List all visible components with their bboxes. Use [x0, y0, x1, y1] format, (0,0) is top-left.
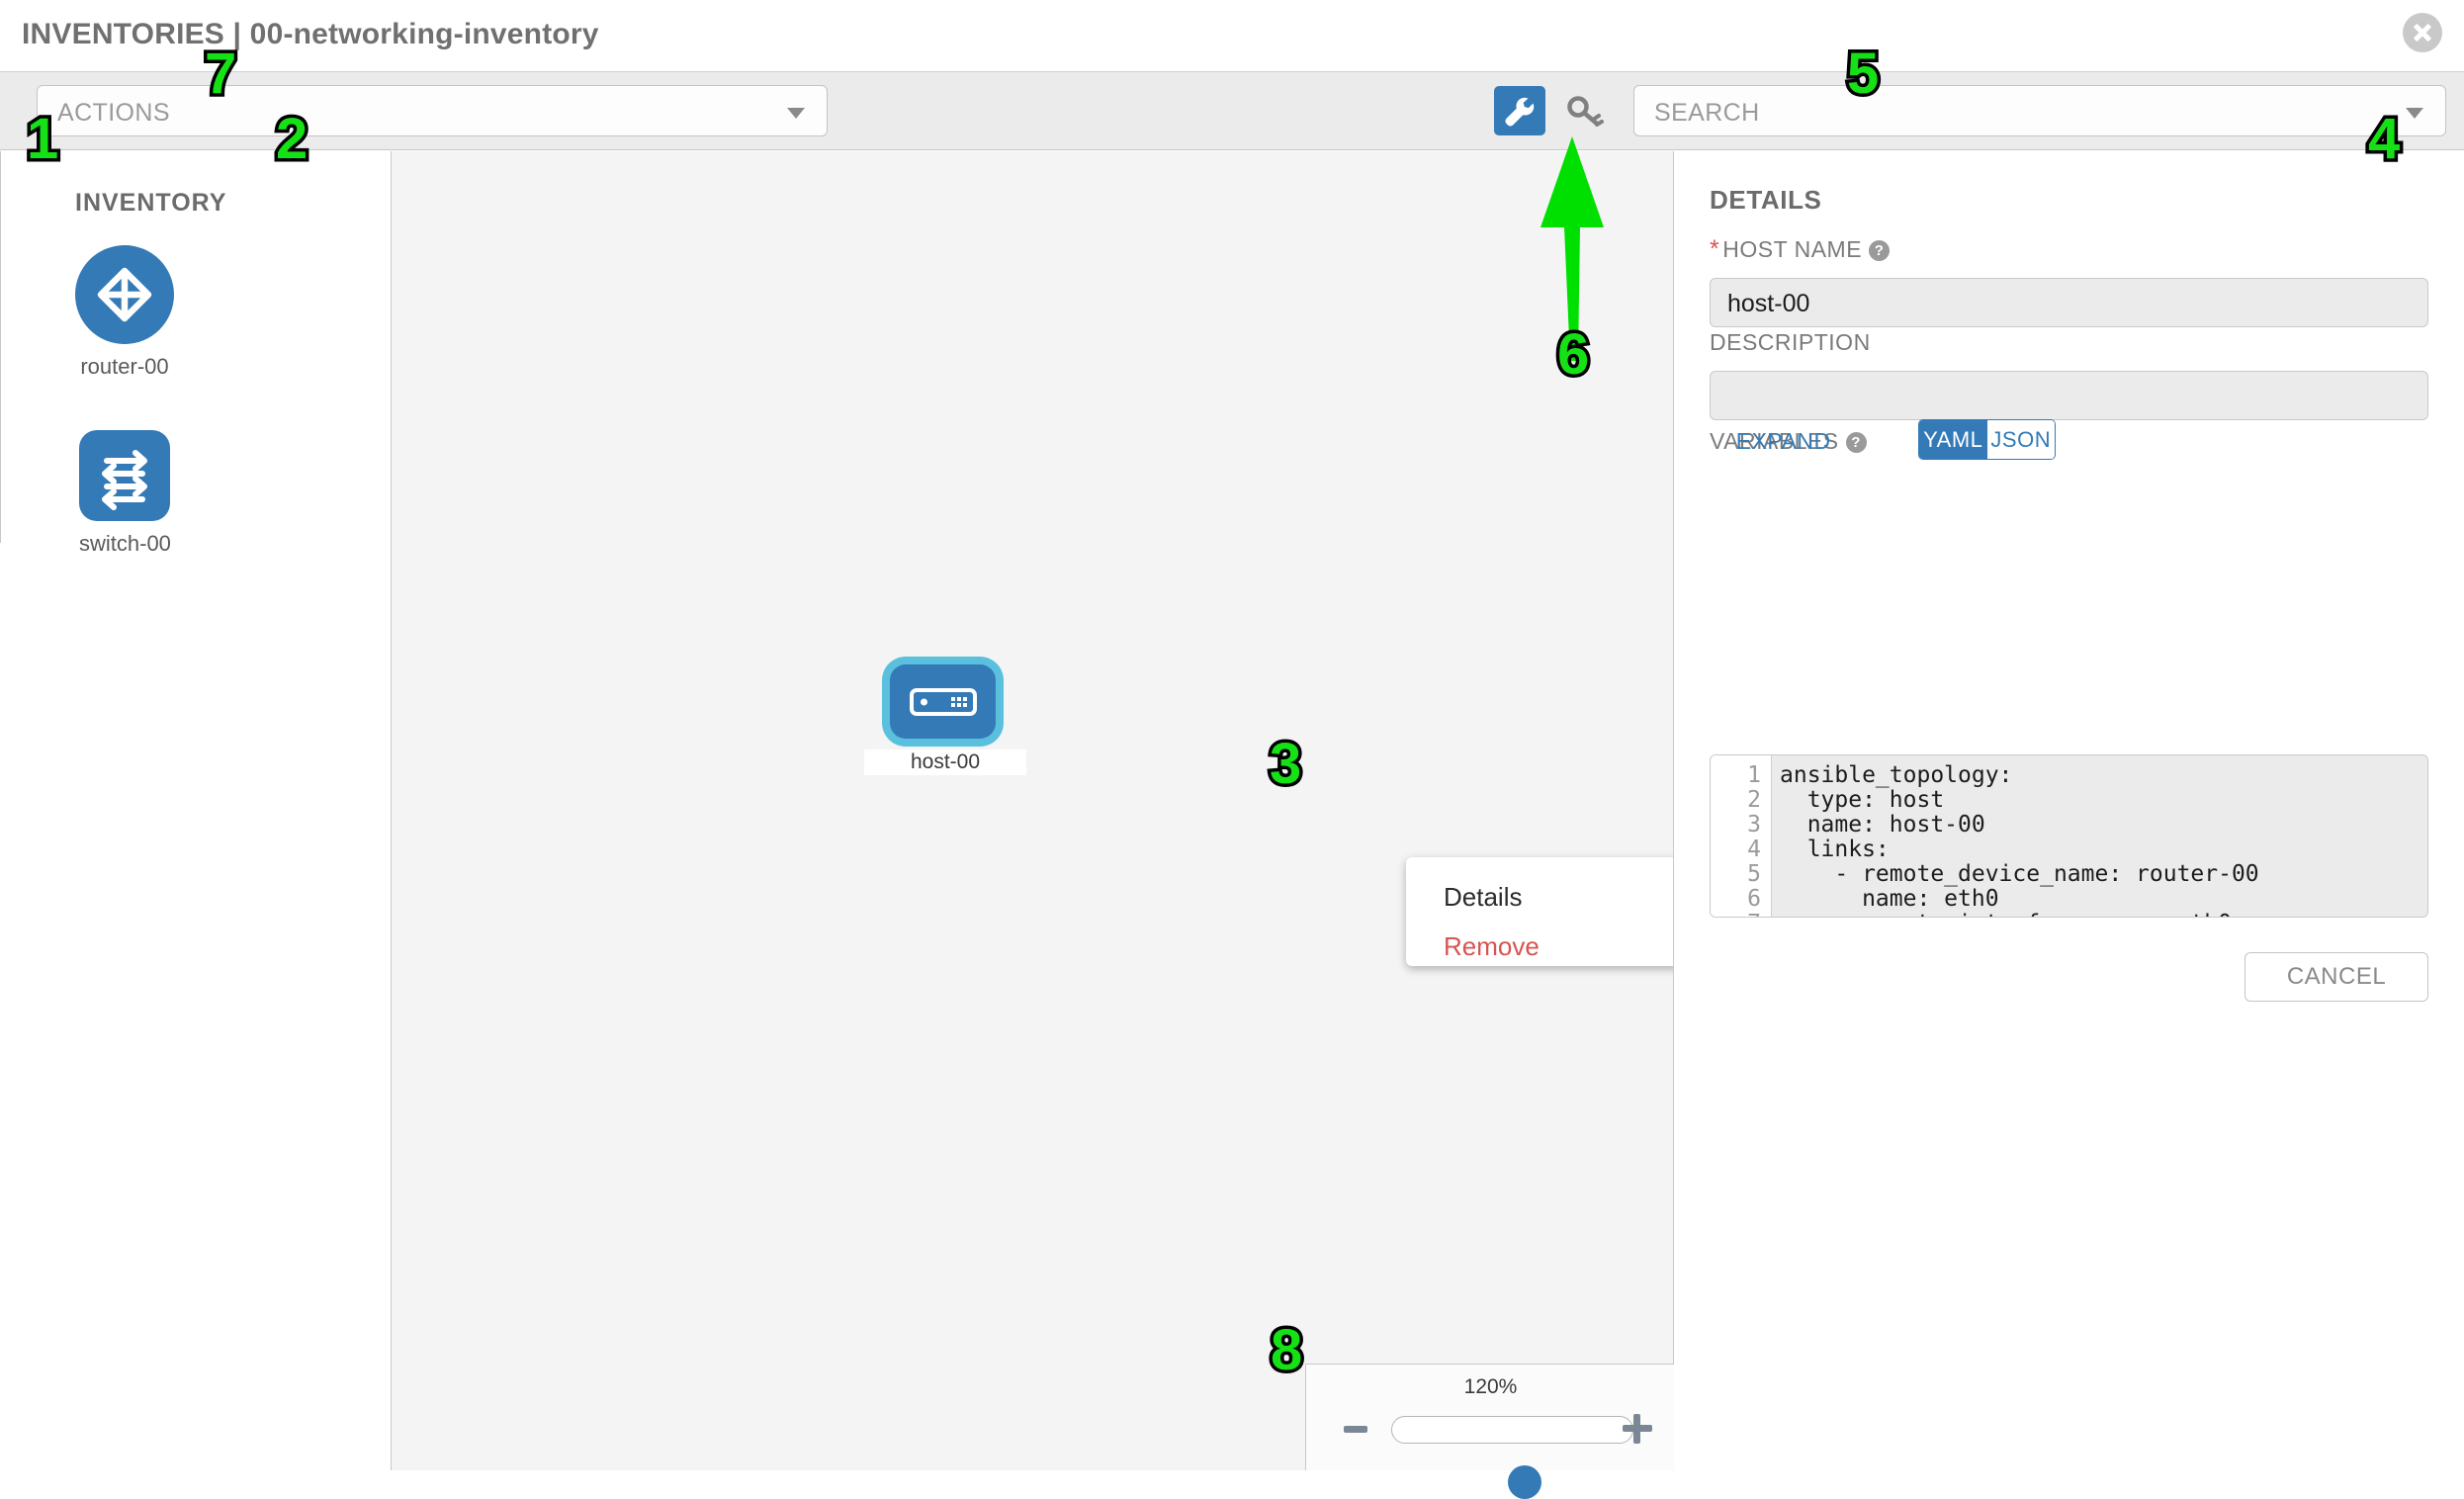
details-panel-title: DETAILS — [1710, 185, 1822, 215]
editor-code-area[interactable]: ansible_topology: type: host name: host-… — [1772, 755, 2427, 917]
required-marker: * — [1710, 235, 1720, 263]
close-icon[interactable] — [2403, 13, 2442, 52]
description-label: DESCRIPTION — [1710, 329, 1871, 355]
switch-arrows-icon — [102, 450, 147, 510]
code-line: name: host-00 — [1780, 812, 1985, 838]
line-number: 3 — [1747, 812, 1761, 838]
topology-node-host-00[interactable] — [890, 664, 996, 739]
help-icon[interactable]: ? — [1869, 240, 1891, 261]
code-line: name: eth0 — [1780, 886, 1999, 912]
server-icon — [909, 687, 977, 716]
switch-icon — [79, 430, 170, 521]
line-number: 5 — [1747, 861, 1761, 887]
wrench-tool-button[interactable] — [1494, 86, 1545, 135]
details-panel: DETAILS * HOST NAME? host-00 DESCRIPTION … — [1674, 151, 2464, 1470]
variables-label: VARIABLES? YAML JSON EXPAND — [1710, 419, 2056, 460]
line-number: 6 — [1747, 886, 1761, 912]
actions-dropdown-label: ACTIONS — [57, 99, 170, 127]
expand-link[interactable]: EXPAND — [1735, 428, 1831, 454]
host-name-label: * HOST NAME? — [1710, 235, 1891, 264]
format-toggle-yaml[interactable]: YAML — [1919, 420, 1987, 459]
topology-node-label: host-00 — [864, 750, 1026, 775]
variables-editor[interactable]: 1 2 3 4 5 6 7 ansible_topology: type: ho… — [1710, 754, 2428, 918]
context-menu-item-remove[interactable]: Remove — [1444, 931, 1540, 961]
sidebar-item-switch-00[interactable]: switch-00 — [79, 430, 171, 557]
zoom-level-label: 120% — [1463, 1375, 1518, 1398]
line-number: 2 — [1747, 787, 1761, 813]
sidebar-left-divider — [0, 151, 1, 543]
code-line: remote_interface_name: eth0 — [1780, 912, 2427, 918]
editor-line-numbers: 1 2 3 4 5 6 7 — [1711, 755, 1772, 917]
sidebar-item-label: router-00 — [80, 354, 169, 379]
code-line: - remote_device_name: router-00 — [1780, 861, 2259, 887]
host-name-value: host-00 — [1727, 290, 1810, 317]
zoom-control-panel: 120% — [1305, 1364, 1674, 1499]
code-line: type: host — [1780, 787, 1945, 813]
host-name-label-text: HOST NAME — [1722, 236, 1863, 262]
chevron-down-icon — [787, 108, 805, 119]
key-tool-button[interactable] — [1559, 86, 1611, 135]
zoom-in-button[interactable] — [1623, 1414, 1652, 1444]
description-field[interactable] — [1710, 371, 2428, 420]
inventory-sidebar: INVENTORY router-00 switch-00 — [0, 151, 392, 1470]
key-icon — [1567, 96, 1604, 127]
wrench-icon — [1505, 97, 1535, 127]
canvas-right-divider — [1673, 151, 1674, 1470]
toolbar: ACTIONS SEARCH — [0, 71, 2464, 150]
zoom-out-button[interactable] — [1344, 1426, 1367, 1433]
search-input[interactable]: SEARCH — [1633, 85, 2446, 136]
topology-canvas[interactable]: host-00 Details Remove — [392, 151, 1727, 1470]
router-arrows-icon — [97, 267, 152, 322]
cancel-button-label: CANCEL — [2286, 963, 2387, 990]
code-line: ansible_topology: — [1780, 762, 2013, 788]
sidebar-item-router-00[interactable]: router-00 — [75, 245, 174, 380]
sidebar-title: INVENTORY — [75, 189, 227, 217]
help-icon[interactable]: ? — [1845, 432, 1867, 453]
server-icon-vents — [950, 696, 967, 707]
line-number: 4 — [1747, 837, 1761, 862]
code-line: links: — [1780, 837, 1890, 862]
chevron-down-icon — [2406, 108, 2423, 119]
sidebar-item-label: switch-00 — [79, 531, 171, 556]
app-header: INVENTORIES | 00-networking-inventory — [0, 0, 2464, 71]
zoom-slider-track[interactable] — [1391, 1416, 1633, 1499]
server-icon-led — [920, 698, 927, 705]
variables-label-text: VARIABLES — [1710, 428, 1839, 454]
page-title: INVENTORIES | 00-networking-inventory — [22, 18, 599, 50]
router-icon — [75, 245, 174, 344]
context-menu-item-details[interactable]: Details — [1444, 882, 1523, 912]
sidebar-right-divider — [391, 151, 392, 1470]
line-number: 1 — [1747, 762, 1761, 788]
search-placeholder: SEARCH — [1654, 99, 1760, 127]
line-number: 7 — [1711, 912, 1771, 918]
actions-dropdown[interactable]: ACTIONS — [37, 85, 828, 136]
variables-format-toggle[interactable]: YAML JSON — [1918, 419, 2056, 460]
format-toggle-json[interactable]: JSON — [1986, 420, 2055, 459]
host-name-field[interactable]: host-00 — [1710, 278, 2428, 327]
cancel-button[interactable]: CANCEL — [2244, 952, 2428, 1002]
zoom-slider-thumb[interactable] — [1508, 1465, 1541, 1499]
